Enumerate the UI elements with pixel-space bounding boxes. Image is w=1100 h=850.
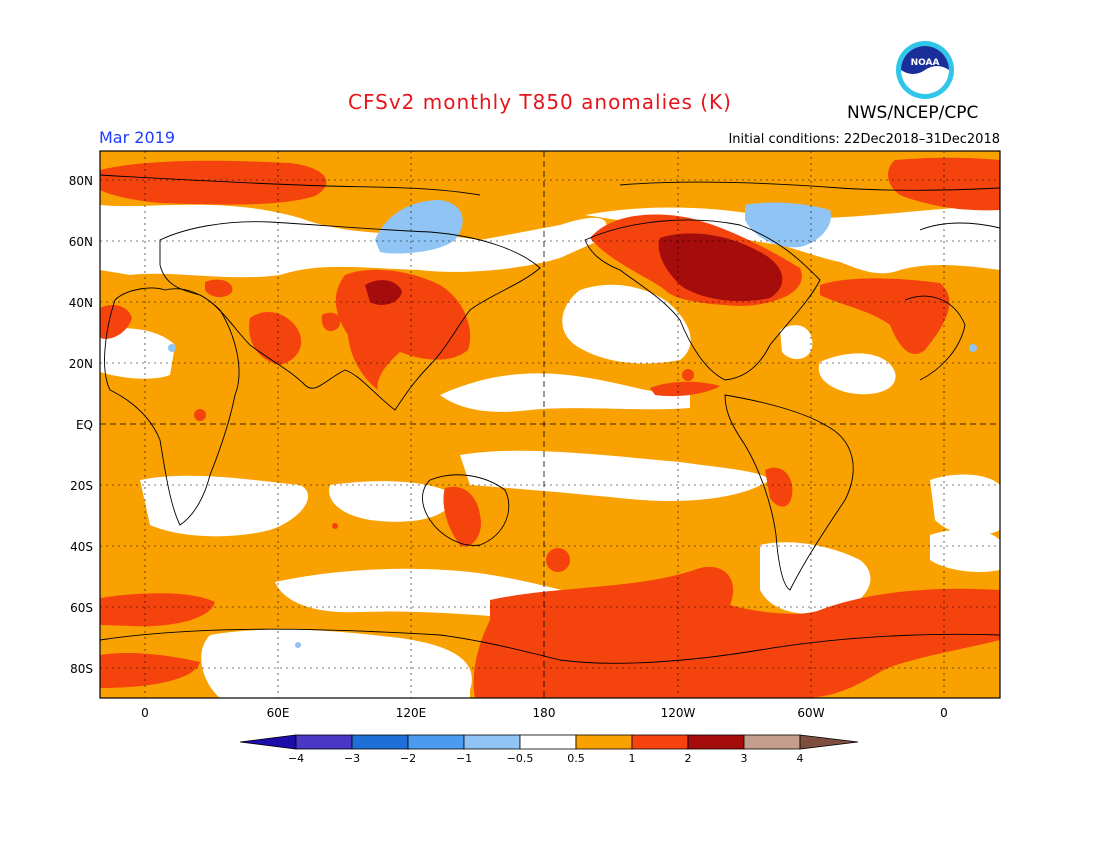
legend-swatch bbox=[519, 734, 577, 750]
lat-label: 20S bbox=[70, 479, 93, 493]
legend-swatch bbox=[239, 734, 297, 750]
lat-label: 20N bbox=[69, 357, 93, 371]
color-legend bbox=[239, 734, 859, 750]
legend-tick: 1 bbox=[629, 752, 636, 765]
legend-swatch bbox=[295, 734, 353, 750]
legend-tick: 2 bbox=[685, 752, 692, 765]
legend-swatch bbox=[407, 734, 465, 750]
agency-label: NWS/NCEP/CPC bbox=[847, 103, 979, 123]
lat-label: 40S bbox=[70, 540, 93, 554]
valid-month-label: Mar 2019 bbox=[99, 128, 175, 147]
equator-dateline bbox=[100, 151, 1000, 698]
map-frame bbox=[99, 150, 1001, 699]
svg-text:NOAA: NOAA bbox=[911, 58, 940, 68]
legend-swatch bbox=[799, 734, 859, 750]
anomaly-field bbox=[100, 151, 1000, 698]
legend-swatch bbox=[687, 734, 745, 750]
lon-label: 120W bbox=[661, 706, 696, 720]
legend-swatch bbox=[743, 734, 801, 750]
lat-label: 80N bbox=[69, 174, 93, 188]
cool-anomaly-regions bbox=[168, 200, 977, 648]
legend-tick: −3 bbox=[344, 752, 360, 765]
lon-label: 120E bbox=[396, 706, 427, 720]
legend-swatch bbox=[575, 734, 633, 750]
lat-label: 80S bbox=[70, 662, 93, 676]
legend-tick: −0.5 bbox=[507, 752, 534, 765]
legend-tick: −2 bbox=[400, 752, 416, 765]
map-title: CFSv2 monthly T850 anomalies (K) bbox=[348, 90, 732, 114]
graticule bbox=[100, 151, 1000, 698]
lon-label: 60E bbox=[267, 706, 290, 720]
lon-label: 0 bbox=[141, 706, 149, 720]
lat-label: 40N bbox=[69, 296, 93, 310]
initial-conditions-label: Initial conditions: 22Dec2018–31Dec2018 bbox=[728, 132, 1000, 147]
legend-tick: 3 bbox=[741, 752, 748, 765]
latitude-labels: 80N 60N 40N 20N EQ 20S 40S 60S 80S bbox=[69, 174, 93, 676]
lon-label: 0 bbox=[940, 706, 948, 720]
legend-tick: 4 bbox=[797, 752, 804, 765]
lat-label: EQ bbox=[76, 418, 93, 432]
legend-swatch bbox=[631, 734, 689, 750]
lat-label: 60S bbox=[70, 601, 93, 615]
strong-warm-anomaly-regions bbox=[365, 233, 783, 305]
legend-swatch bbox=[463, 734, 521, 750]
legend-tick-labels: −4 −3 −2 −1 −0.5 0.5 1 2 3 4 bbox=[288, 752, 804, 765]
noaa-logo: NOAA bbox=[896, 41, 954, 99]
lat-label: 60N bbox=[69, 235, 93, 249]
lon-label: 180 bbox=[533, 706, 556, 720]
lon-label: 60W bbox=[797, 706, 824, 720]
legend-swatch bbox=[351, 734, 409, 750]
longitude-labels: 0 60E 120E 180 120W 60W 0 bbox=[141, 706, 948, 720]
legend-tick: −1 bbox=[456, 752, 472, 765]
legend-tick: 0.5 bbox=[567, 752, 585, 765]
legend-tick: −4 bbox=[288, 752, 304, 765]
coastlines bbox=[100, 174, 1000, 664]
